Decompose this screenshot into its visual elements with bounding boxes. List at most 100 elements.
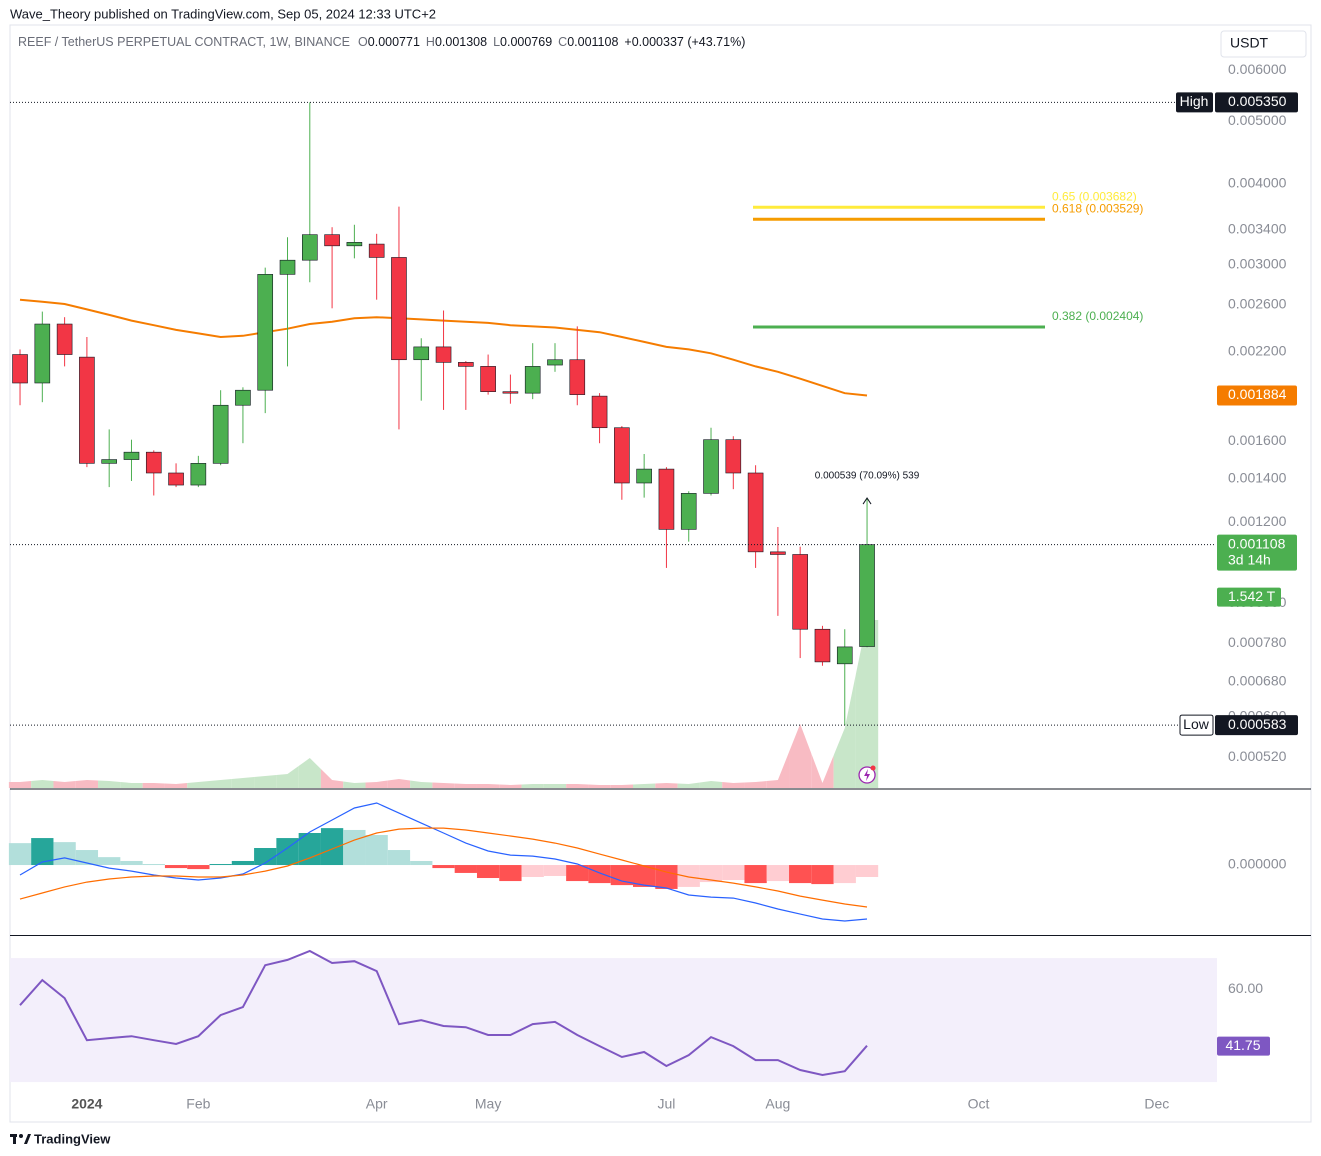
volume-area (142, 782, 165, 788)
macd-histogram-bar (633, 865, 656, 887)
candle-body (168, 472, 184, 486)
fib-label: 0.618 (0.003529) (1052, 201, 1143, 215)
y-tick-label: 0.006000 (1228, 61, 1287, 77)
volume-area (677, 782, 700, 788)
candle-body (591, 395, 608, 429)
candle-body (458, 362, 474, 367)
macd-histogram-bar (543, 865, 567, 876)
label-box (1176, 92, 1213, 113)
chart-frame (9, 24, 1312, 1123)
candle-body (547, 359, 563, 366)
y-tick-label: 0.000520 (1228, 748, 1287, 764)
macd-histogram-bar (298, 832, 321, 866)
macd-histogram-bar (454, 865, 477, 873)
y-tick-label: 0.003000 (1228, 256, 1287, 272)
candle-body (391, 257, 407, 361)
macd-histogram-bar (432, 865, 455, 869)
volume-area (543, 783, 567, 788)
macd-histogram-bar (855, 865, 879, 877)
x-tick-label: May (475, 1096, 501, 1112)
candle-body (346, 242, 363, 247)
macd-histogram-bar (8, 843, 32, 866)
rsi-band (10, 958, 1217, 1083)
volume-area (98, 780, 121, 788)
volume-area (655, 782, 678, 788)
macd-line (19, 827, 868, 908)
countdown: 3d 14h (1228, 551, 1271, 567)
x-tick-label: Dec (1144, 1096, 1169, 1112)
ohlc-label: C (558, 35, 567, 49)
macd-histogram-bar (320, 828, 344, 866)
volume-area (209, 779, 232, 788)
ohlc-value: 0.001108 (567, 35, 618, 49)
volume-area (31, 780, 54, 788)
macd-histogram-bar (387, 850, 411, 866)
candle-body (502, 391, 519, 394)
macd-histogram-bar (610, 865, 634, 886)
candle-body (524, 366, 541, 394)
candle-body (859, 544, 875, 647)
volume-area (365, 780, 388, 788)
candle-body (56, 323, 73, 355)
symbol: REEF / TetherUS PERPETUAL CONTRACT, 1W, … (18, 35, 350, 49)
candle-body (212, 404, 229, 464)
macd-histogram-bar (655, 865, 678, 889)
y-tick-label: 0.004000 (1228, 175, 1287, 191)
candle-body (190, 463, 207, 486)
macd-histogram-bar (343, 829, 366, 866)
volume-area (276, 766, 299, 788)
volume-area (298, 758, 321, 788)
macd-histogram-bar (744, 865, 767, 884)
x-tick-label: Apr (366, 1096, 388, 1112)
candle-body (435, 346, 452, 363)
x-tick-label: Oct (968, 1096, 990, 1112)
macd-histogram-bar (142, 864, 165, 866)
macd-histogram-bar (766, 865, 790, 882)
publisher-line: Wave_Theory published on TradingView.com… (10, 6, 436, 21)
volume-area (343, 781, 366, 788)
fib-label: 0.382 (0.002404) (1052, 309, 1143, 323)
candle-body (324, 234, 340, 247)
y-tick-label: 0.003400 (1228, 220, 1287, 236)
currency-button[interactable] (1220, 30, 1307, 58)
volume-area (833, 674, 856, 788)
candle-body (792, 554, 808, 630)
currency[interactable]: USDT (1230, 35, 1269, 51)
volume-area (521, 783, 544, 788)
y-tick-label: 60.00 (1228, 980, 1263, 996)
alert-dot (870, 765, 876, 771)
label-box (1217, 534, 1297, 571)
ohlc-label: L (493, 35, 500, 49)
candle-body (145, 451, 162, 474)
change: +0.000337 (+43.71%) (624, 35, 745, 49)
ohlc-label: O (358, 35, 368, 49)
ohlc-value: 0.000771 (368, 35, 420, 49)
macd-histogram-bar (677, 865, 700, 887)
label-box (1215, 92, 1298, 113)
macd-histogram-bar (566, 865, 589, 882)
x-tick-label: Feb (186, 1096, 210, 1112)
macd-histogram-bar (187, 865, 210, 870)
volume-area (588, 784, 611, 788)
measure-label: 0.000539 (70.09%) 539 (815, 471, 920, 482)
macd-histogram-bar (98, 857, 121, 866)
fib-label: 0.65 (0.003682) (1052, 189, 1137, 203)
volume-area (699, 781, 723, 788)
x-tick-label: 2024 (71, 1096, 102, 1112)
macd-histogram-bar (365, 835, 388, 866)
volume-area (454, 783, 477, 788)
volume-area (164, 782, 188, 788)
candle-body (747, 472, 764, 553)
macd-histogram-bar (410, 860, 433, 866)
y-tick-label: 0.001400 (1228, 470, 1287, 486)
volume-value: 1.542 T (1228, 588, 1276, 604)
candle-body (569, 359, 586, 395)
macd-histogram-bar (276, 838, 299, 866)
macd-histogram-bar (254, 848, 277, 866)
candle-body (12, 354, 28, 384)
last-price: 0.001108 (1228, 535, 1286, 551)
candle-body (413, 346, 430, 361)
volume-area (476, 783, 500, 788)
y-tick-label: 0.000780 (1228, 634, 1287, 650)
